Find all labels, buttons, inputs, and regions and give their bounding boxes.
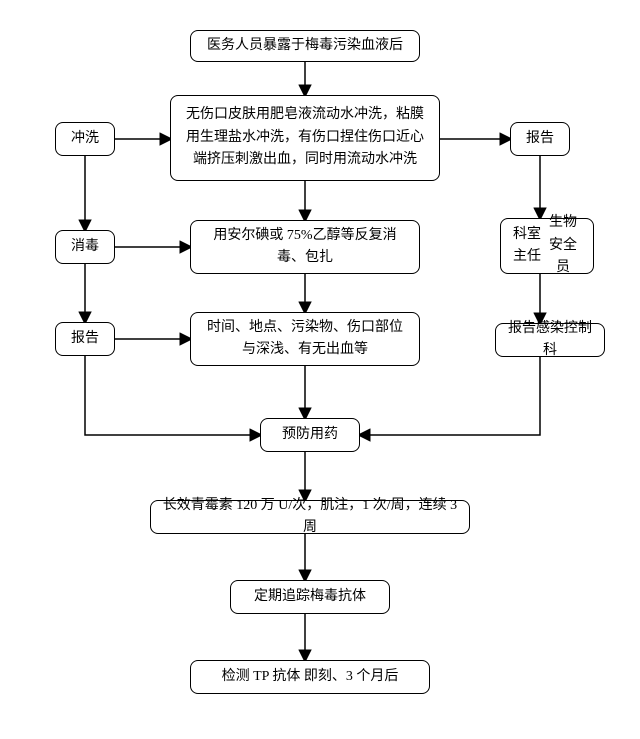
flow-node-n6: 长效青霉素 120 万 U/次，肌注，1 次/周，连续 3 周 xyxy=(150,500,470,534)
flow-node-n2: 无伤口皮肤用肥皂液流动水冲洗，粘膜用生理盐水冲洗，有伤口捏住伤口近心端挤压刺激出… xyxy=(170,95,440,181)
flow-node-r2: 科室主任生物安全员 xyxy=(500,218,594,274)
flow-node-n3: 用安尔碘或 75%乙醇等反复消毒、包扎 xyxy=(190,220,420,274)
flow-node-r3: 报告感染控制科 xyxy=(495,323,605,357)
flow-node-n5: 预防用药 xyxy=(260,418,360,452)
edge-r3-n5 xyxy=(360,357,540,435)
flow-node-r1: 报告 xyxy=(510,122,570,156)
flow-node-l1: 冲洗 xyxy=(55,122,115,156)
flow-node-l2: 消毒 xyxy=(55,230,115,264)
flow-node-l3: 报告 xyxy=(55,322,115,356)
flow-node-n1: 医务人员暴露于梅毒污染血液后 xyxy=(190,30,420,62)
flow-node-n7: 定期追踪梅毒抗体 xyxy=(230,580,390,614)
flow-node-n4: 时间、地点、污染物、伤口部位与深浅、有无出血等 xyxy=(190,312,420,366)
edge-l3-n5 xyxy=(85,356,260,435)
flow-node-n8: 检测 TP 抗体 即刻、3 个月后 xyxy=(190,660,430,694)
